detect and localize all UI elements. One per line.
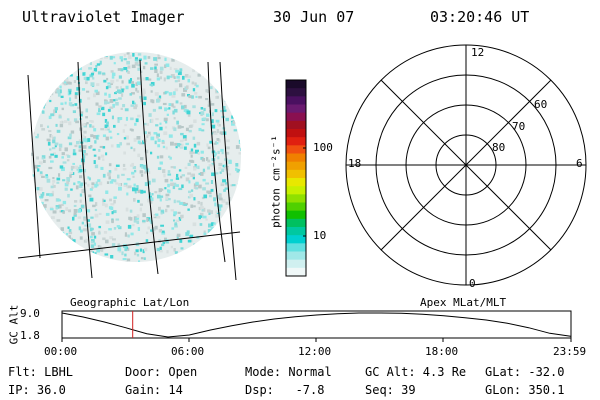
altitude-tick-1-8: 1.8	[20, 329, 40, 342]
colorbar-band	[286, 202, 306, 212]
altitude-chart	[61, 310, 572, 342]
colorbar-band	[286, 194, 306, 203]
mode-info: Mode: Normal	[245, 365, 332, 379]
colorbar-band	[286, 161, 306, 171]
time-tick-1200: 12:00	[298, 345, 332, 358]
time-tick-0000: 00:00	[44, 345, 78, 358]
time-tick-2359: 23:59	[553, 345, 587, 358]
time-tick-0600: 06:00	[171, 345, 205, 358]
colorbar-band	[286, 96, 306, 105]
mlat-label-60: 60	[534, 98, 548, 111]
altitude-tick-9: 9.0	[20, 307, 40, 320]
apex-title: Apex MLat/MLT	[420, 296, 507, 309]
uv-image-disk	[31, 52, 241, 262]
mlat-label-70: 70	[512, 120, 526, 133]
seq-info: Seq: 39	[365, 383, 416, 397]
colorbar-band	[286, 112, 306, 122]
geographic-grid	[17, 59, 241, 281]
colorbar-band	[286, 243, 306, 252]
colorbar-band	[286, 145, 306, 154]
colorbar-band	[286, 120, 306, 130]
mlat-label-80: 80	[492, 141, 506, 154]
mlt-label-6: 6	[576, 157, 583, 170]
colorbar-tick-10: 10	[313, 229, 327, 242]
colorbar-band	[286, 153, 306, 163]
gc-alt-info: GC Alt: 4.3 Re	[365, 365, 467, 379]
door-info: Door: Open	[125, 365, 198, 379]
polar-plot	[345, 44, 587, 286]
time-label: 03:20:46 UT	[430, 8, 530, 26]
glon-info: GLon: 350.1	[485, 383, 565, 397]
dsp-info: Dsp: -7.8	[245, 383, 325, 397]
time-tick-1800: 18:00	[425, 345, 459, 358]
filter-info: Flt: LBHL	[8, 365, 74, 379]
colorbar-band	[286, 259, 306, 269]
colorbar-band	[286, 251, 306, 261]
colorbar-band	[286, 218, 306, 228]
colorbar	[285, 79, 307, 277]
colorbar-band	[286, 227, 306, 236]
colorbar-band	[286, 88, 306, 97]
colorbar-tick-100: 100	[313, 141, 333, 154]
mlt-label-0: 0	[469, 277, 476, 290]
colorbar-band	[286, 235, 306, 244]
colorbar-band	[286, 104, 306, 114]
glat-info: GLat: -32.0	[485, 365, 565, 379]
colorbar-band	[286, 80, 306, 89]
colorbar-band	[286, 169, 306, 179]
date-label: 30 Jun 07	[273, 8, 355, 26]
instrument-title: Ultraviolet Imager	[22, 8, 185, 26]
geographic-title: Geographic Lat/Lon	[70, 296, 190, 309]
mlt-label-12: 12	[471, 46, 485, 59]
colorbar-unit-label: photon cm⁻²s⁻¹	[269, 135, 283, 228]
mlt-label-18: 18	[348, 157, 362, 170]
colorbar-band	[286, 210, 306, 220]
gain-info: Gain: 14	[125, 383, 183, 397]
altitude-axis-label: GC Alt	[7, 304, 21, 345]
colorbar-band	[286, 178, 306, 187]
colorbar-band	[286, 267, 306, 277]
ip-info: IP: 36.0	[8, 383, 66, 397]
altitude-series-line	[61, 312, 571, 338]
colorbar-band	[286, 129, 306, 138]
colorbar-band	[286, 186, 306, 195]
colorbar-band	[286, 137, 306, 146]
